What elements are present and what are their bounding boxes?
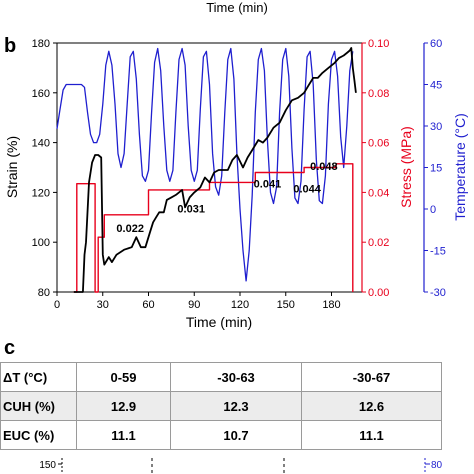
- table-cell: 11.1: [76, 420, 171, 450]
- stress-annotation: 0.022: [116, 223, 144, 235]
- temperature-tick-label: 30: [430, 121, 442, 133]
- x-axis: 0 30 60 90 120 150 180: [54, 292, 341, 311]
- temperature-tick-label: 15: [430, 163, 442, 175]
- stress-tick-label: 0.06: [368, 138, 389, 150]
- table-cell: 10.7: [170, 420, 302, 450]
- strain-tick-label: 180: [32, 38, 50, 50]
- bottom-residual-plot: 150 80: [39, 458, 443, 474]
- table-cell: 11.1: [301, 420, 442, 450]
- stress-tick-label: 0.04: [368, 187, 389, 199]
- stress-annotation: 0.031: [177, 203, 205, 215]
- stress-annotation: 0.044: [293, 183, 321, 195]
- table-cell: 12.3: [170, 391, 302, 421]
- x-tick-label: 90: [188, 299, 200, 311]
- temperature-axis: -30 -15 0 15 30 45 60: [423, 38, 446, 299]
- temperature-tick-label: -15: [430, 246, 446, 258]
- temperature-axis-label: Temperature (°C): [452, 113, 468, 221]
- temperature-tick-label: 60: [430, 38, 442, 50]
- table-header-cell: 0-59: [76, 362, 171, 392]
- x-tick-label: 120: [231, 299, 249, 311]
- table-row-label: EUC (%): [0, 420, 77, 450]
- temperature-tick-label: 0: [430, 204, 436, 216]
- x-tick-label: 150: [277, 299, 295, 311]
- stress-series: [73, 163, 354, 293]
- stress-tick-label: 0.02: [368, 237, 389, 249]
- stress-tick-label: 0.10: [368, 38, 389, 50]
- stress-annotation: 0.041: [254, 178, 282, 190]
- strain-tick-label: 120: [32, 187, 50, 199]
- results-table: ΔT (°C) 0-59 -30-63 -30-67 CUH (%) 12.9 …: [0, 362, 442, 450]
- table-row: EUC (%) 11.1 10.7 11.1: [0, 420, 442, 450]
- strain-axis: 80 100 120 140 160 180: [32, 38, 57, 299]
- table-header-cell: -30-63: [170, 362, 302, 392]
- strain-series: [73, 47, 357, 293]
- panel-b-label: b: [4, 35, 16, 57]
- table-cell: 12.6: [301, 391, 442, 421]
- stress-line: [73, 163, 354, 293]
- x-tick-label: 0: [54, 299, 60, 311]
- table-cell: 12.9: [76, 391, 171, 421]
- top-residual-xlabel: Time (min): [206, 0, 268, 15]
- table-header-cell: -30-67: [301, 362, 442, 392]
- x-axis-label: Time (min): [186, 314, 252, 330]
- stress-annotations: 0.022 0.031 0.041 0.044 0.048: [116, 161, 337, 235]
- plot-area-b: 0.022 0.031 0.041 0.044 0.048: [56, 42, 363, 293]
- strain-tick-label: 100: [32, 237, 50, 249]
- x-tick-label: 60: [142, 299, 154, 311]
- temperature-line: [56, 47, 354, 282]
- strain-tick-label: 140: [32, 138, 50, 150]
- table-header-cell: ΔT (°C): [0, 362, 77, 392]
- stress-tick-label: 0.08: [368, 88, 389, 100]
- temperature-tick-label: -30: [430, 287, 446, 299]
- strain-line: [73, 47, 357, 293]
- stress-annotation: 0.048: [310, 161, 338, 173]
- bottom-residual-left-tick: 150: [39, 460, 56, 471]
- table-row-label: CUH (%): [0, 391, 77, 421]
- temperature-series: [56, 47, 354, 282]
- stress-axis: 0.00 0.02 0.04 0.06 0.08 0.10: [361, 38, 389, 299]
- panel-c-label: c: [4, 337, 15, 359]
- bottom-residual-right-tick: 80: [431, 460, 443, 471]
- table-row: CUH (%) 12.9 12.3 12.6: [0, 391, 442, 421]
- x-tick-label: 180: [322, 299, 340, 311]
- temperature-tick-label: 45: [430, 80, 442, 92]
- stress-axis-label: Stress (MPa): [398, 126, 414, 208]
- stress-tick-label: 0.00: [368, 287, 389, 299]
- strain-axis-label: Strain (%): [4, 136, 20, 198]
- strain-tick-label: 80: [38, 287, 50, 299]
- x-tick-label: 30: [97, 299, 109, 311]
- table-header-row: ΔT (°C) 0-59 -30-63 -30-67: [0, 362, 442, 392]
- strain-tick-label: 160: [32, 88, 50, 100]
